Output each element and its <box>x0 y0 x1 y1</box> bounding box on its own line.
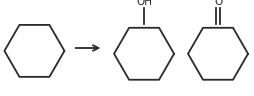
Text: OH: OH <box>136 0 151 7</box>
Text: O: O <box>213 0 221 7</box>
